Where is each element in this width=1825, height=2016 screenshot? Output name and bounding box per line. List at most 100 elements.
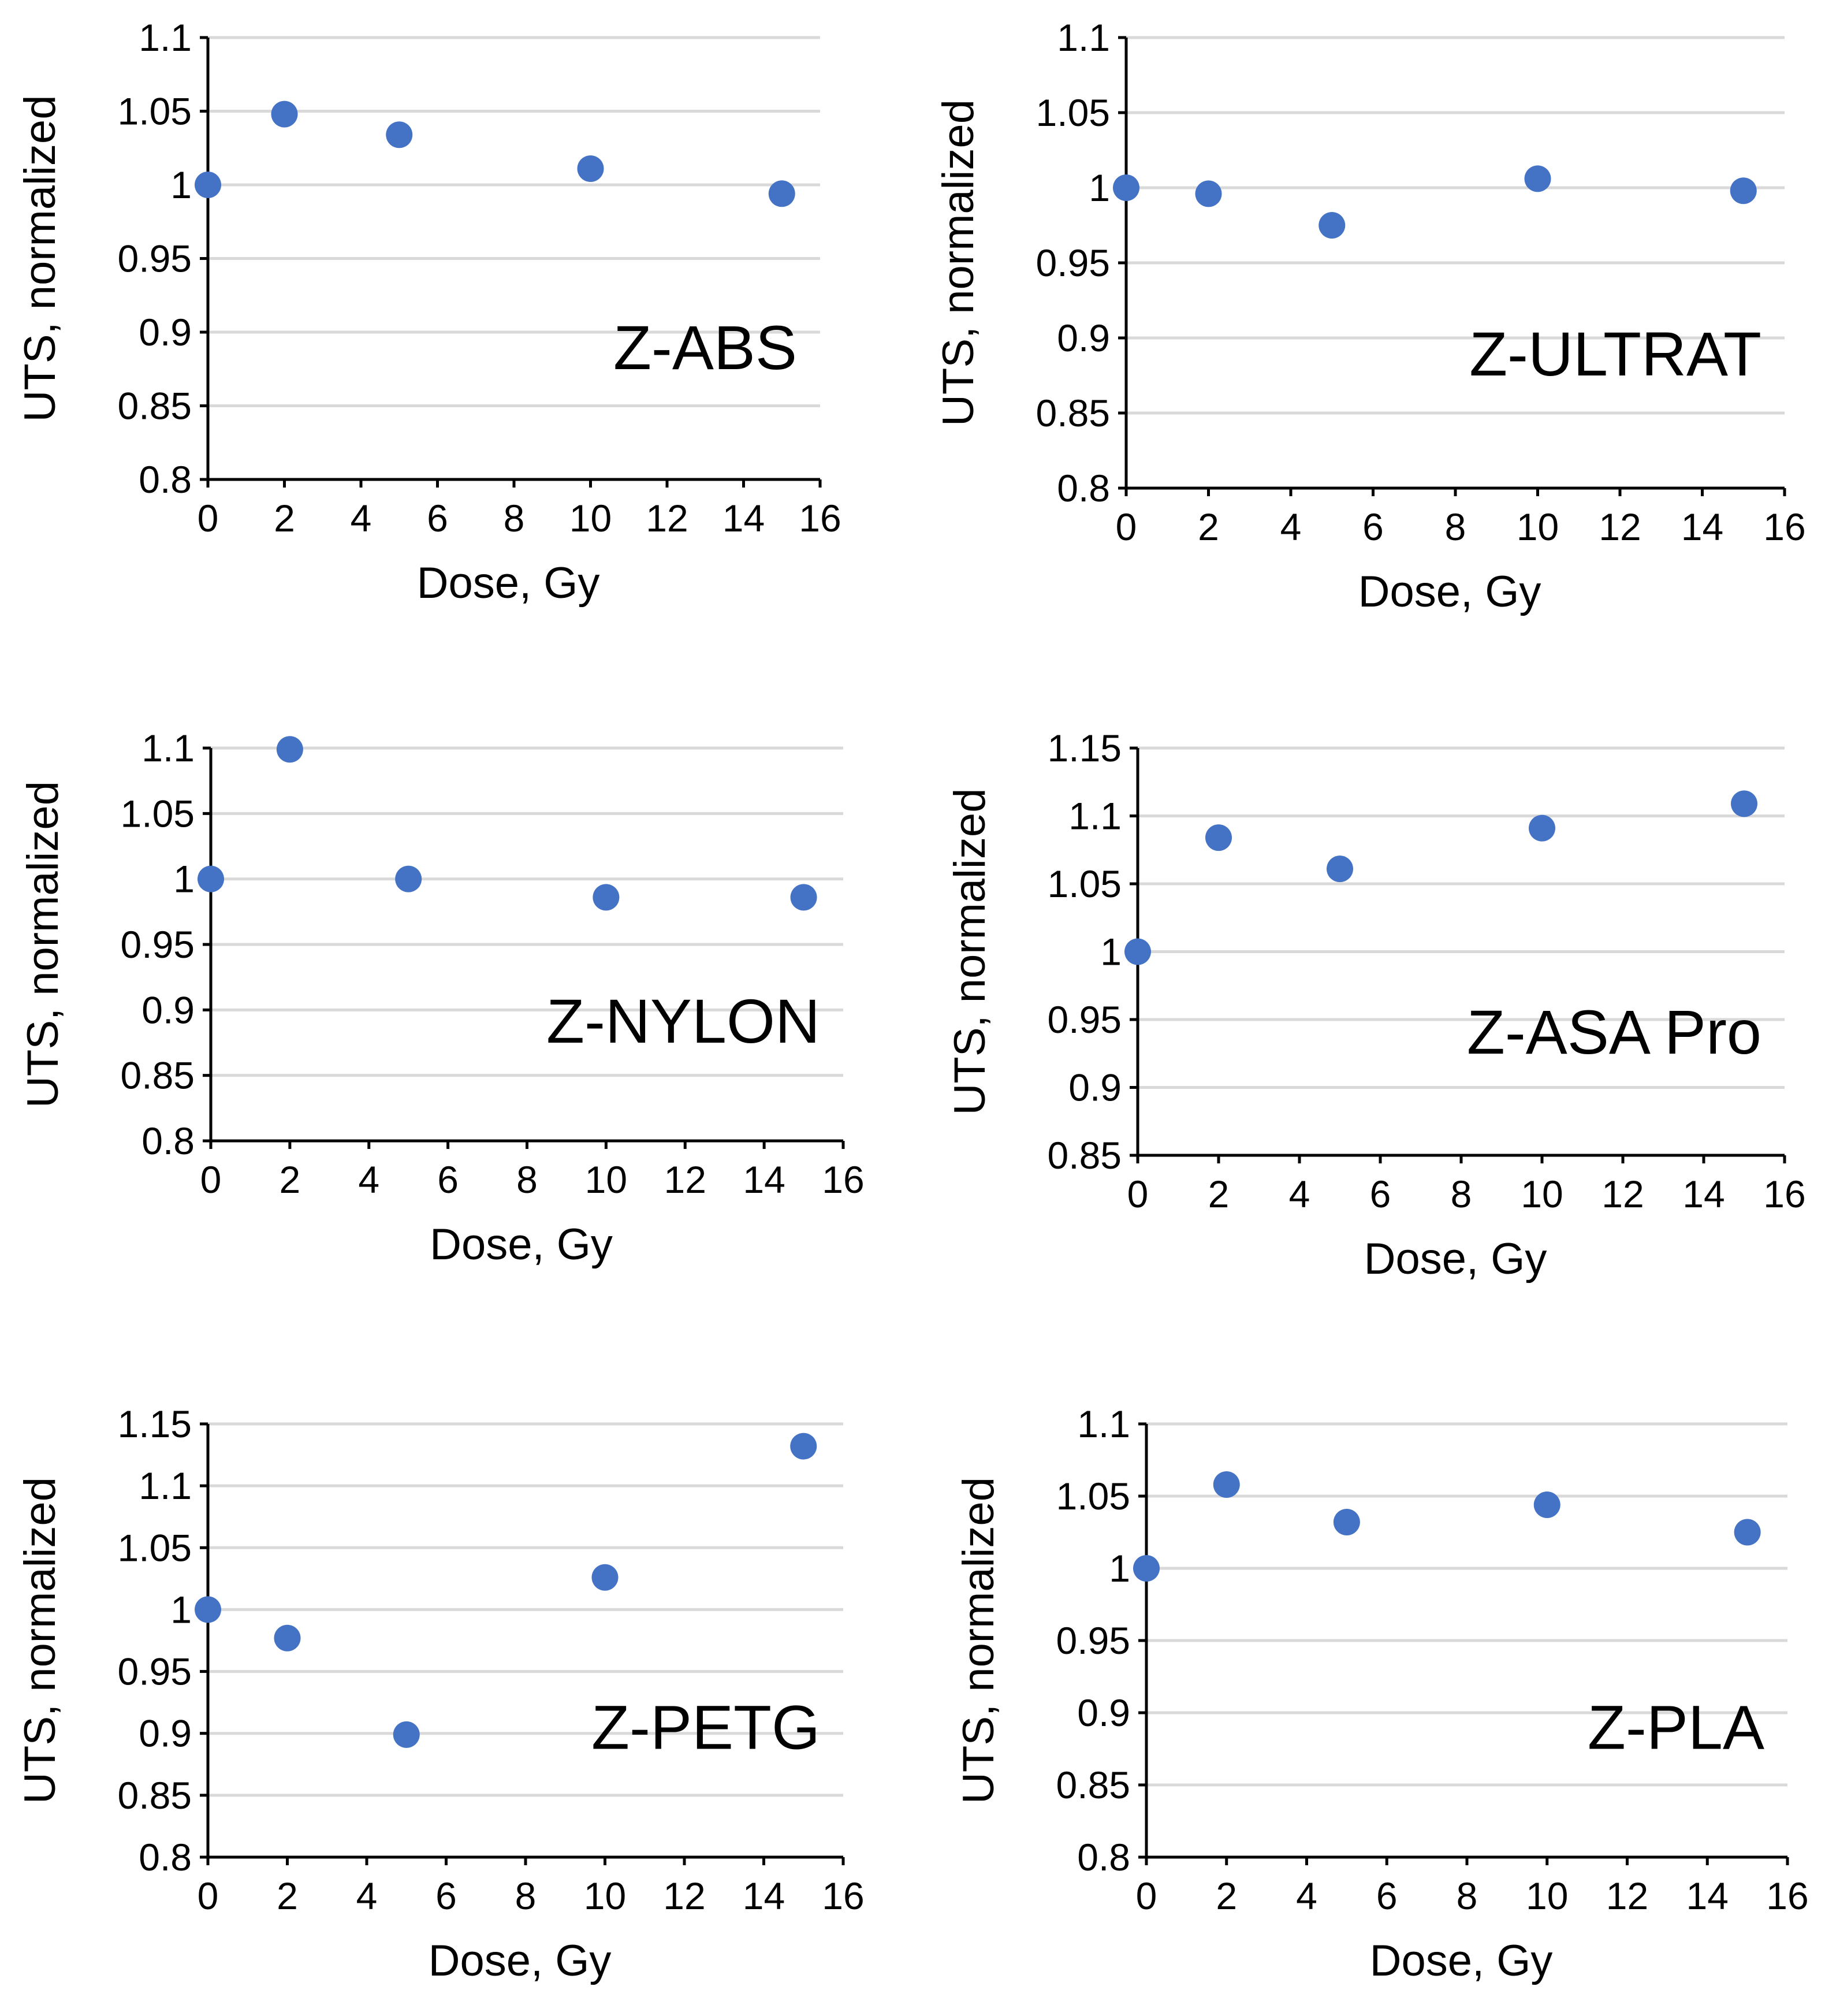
x-tick-label: 16: [799, 497, 841, 540]
x-tick-label: 6: [1362, 505, 1384, 548]
y-axis-title: UTS, normalized: [945, 788, 995, 1115]
panel-label-z-abs: Z-ABS: [613, 313, 797, 382]
panel-z-petg: 0.8 0.85 0.9 0.95 1 1.05 1.1 1.15 0 2 4 6 8 10 12 14 16 D…: [0, 0, 912, 2016]
y-tick-label: 1: [1100, 931, 1122, 973]
x-tick-label: 8: [1457, 1874, 1478, 1917]
data-point: [276, 736, 303, 763]
panel-z-abs: 0.8 0.85 0.9 0.95 1 1.05 1.1 0 2 4 6 8 10 12 14 16 Dose,…: [0, 0, 912, 659]
x-tick-label: 12: [1606, 1874, 1648, 1917]
x-tick-label: 14: [1682, 1173, 1725, 1215]
x-tick-label: 14: [1686, 1874, 1729, 1917]
chart-svg: 0.8 0.85 0.9 0.95 1 1.05 1.1 0 2 4 6 8 10 12 14 16 Dose,…: [934, 16, 1806, 616]
x-tick-label: 0: [198, 1874, 219, 1917]
y-tick-label: 0.8: [1077, 1836, 1130, 1879]
x-tick-label: 0: [200, 1158, 222, 1201]
x-tick-label: 6: [435, 1874, 457, 1917]
data-point: [1730, 177, 1757, 204]
x-tick-label: 4: [1296, 1874, 1317, 1917]
data-point: [274, 1624, 301, 1652]
data-point: [195, 1596, 221, 1623]
y-tick-label: 1: [170, 163, 192, 206]
y-tick-label: 1.05: [118, 90, 192, 133]
x-axis-title: Dose, Gy: [417, 559, 600, 608]
data-point: [195, 172, 221, 198]
data-point: [393, 1721, 420, 1748]
x-axis-title: Dose, Gy: [1370, 1936, 1553, 1985]
data-point: [1205, 824, 1232, 851]
x-tick-label: 16: [1763, 505, 1805, 548]
y-tick-label: 0.95: [118, 237, 192, 280]
panel-z-asa-pro: 0.85 0.9 0.95 1 1.05 1.1 1.15 0 2 4 6 8 10 12 14 16 Dose…: [945, 727, 1806, 1284]
y-tick-label: 1.15: [118, 1403, 192, 1445]
y-tick-label: 1.1: [141, 727, 195, 769]
x-tick-label: 4: [356, 1874, 378, 1917]
y-tick-label: 1.1: [1077, 1403, 1130, 1445]
y-tick-label: 1: [1089, 166, 1110, 209]
x-tick-label: 2: [1208, 1173, 1230, 1215]
x-tick-label: 8: [1445, 505, 1466, 548]
x-tick-label: 0: [1116, 505, 1137, 548]
data-point: [591, 1564, 619, 1591]
x-tick-label: 10: [584, 1874, 626, 1917]
x-tick-label: 8: [1451, 1173, 1472, 1215]
y-axis-title: UTS, normalized: [934, 99, 983, 426]
x-tick-label: 6: [437, 1158, 459, 1201]
x-tick-label: 6: [1376, 1874, 1398, 1917]
data-point: [198, 865, 224, 892]
data-point: [1524, 165, 1551, 192]
y-tick-label: 0.9: [139, 1712, 192, 1755]
x-tick-label: 2: [274, 497, 295, 540]
x-tick-label: 14: [743, 1874, 785, 1917]
y-tick-label: 1.05: [121, 792, 195, 835]
data-point: [271, 101, 298, 128]
y-tick-label: 0.85: [118, 385, 192, 427]
data-point: [1529, 814, 1555, 842]
x-tick-label: 4: [351, 497, 372, 540]
x-tick-label: 0: [198, 497, 219, 540]
x-tick-label: 16: [822, 1874, 864, 1917]
panel-z-nylon: 0.8 0.85 0.9 0.95 1 1.05 1.1 0 2 4 6 8 10 12 14 16 Dose,…: [0, 0, 912, 1329]
data-point: [1333, 1509, 1360, 1535]
data-point: [1731, 790, 1757, 817]
x-tick-label: 14: [722, 497, 765, 540]
panel-z-ultrat: 0.8 0.85 0.9 0.95 1 1.05 1.1 0 2 4 6 8 10 12 14 16 Dose,…: [0, 0, 1825, 659]
x-tick-label: 8: [504, 497, 525, 540]
y-tick-label: 1: [173, 858, 195, 901]
y-axis-title: UTS, normalized: [16, 1477, 65, 1804]
y-tick-label: 0.9: [1068, 1066, 1122, 1109]
y-tick-label: 1.05: [118, 1526, 192, 1569]
y-tick-label: 1.05: [1056, 1475, 1130, 1517]
y-tick-label: 1: [170, 1588, 192, 1631]
y-axis-title: UTS, normalized: [954, 1477, 1003, 1804]
x-tick-label: 8: [516, 1158, 538, 1201]
x-tick-label: 4: [358, 1158, 379, 1201]
data-point: [1327, 856, 1353, 883]
x-tick-label: 14: [743, 1158, 785, 1201]
x-tick-label: 2: [277, 1874, 298, 1917]
x-tick-label: 12: [1601, 1173, 1644, 1215]
x-tick-label: 12: [663, 1874, 705, 1917]
chart-svg: 0.8 0.85 0.9 0.95 1 1.05 1.1 0 2 4 6 8 10 12 14 16 Dose,…: [18, 727, 865, 1269]
x-tick-label: 2: [1216, 1874, 1237, 1917]
x-tick-label: 14: [1681, 505, 1723, 548]
y-tick-label: 0.85: [118, 1774, 192, 1817]
panel-label-z-pla: Z-PLA: [1588, 1693, 1764, 1762]
y-tick-label: 0.9: [1057, 317, 1110, 359]
x-axis-title: Dose, Gy: [1364, 1234, 1547, 1284]
y-tick-label: 0.95: [121, 923, 195, 966]
y-tick-label: 1.15: [1048, 727, 1122, 769]
x-tick-label: 12: [1599, 505, 1641, 548]
data-point: [1319, 212, 1346, 239]
y-tick-label: 1.1: [1068, 795, 1122, 838]
y-tick-label: 0.85: [1036, 392, 1110, 434]
y-tick-label: 0.95: [118, 1650, 192, 1693]
y-tick-label: 0.85: [1048, 1134, 1122, 1177]
y-tick-label: 0.8: [139, 458, 192, 501]
y-tick-label: 0.95: [1048, 998, 1122, 1041]
data-point: [1195, 180, 1222, 207]
data-point: [1533, 1491, 1560, 1518]
chart-svg: 0.8 0.85 0.9 0.95 1 1.05 1.1 1.15 0 2 4 6 8 10 12 14 16 D…: [16, 1403, 865, 1985]
x-tick-label: 16: [822, 1158, 864, 1201]
data-point: [577, 155, 604, 182]
